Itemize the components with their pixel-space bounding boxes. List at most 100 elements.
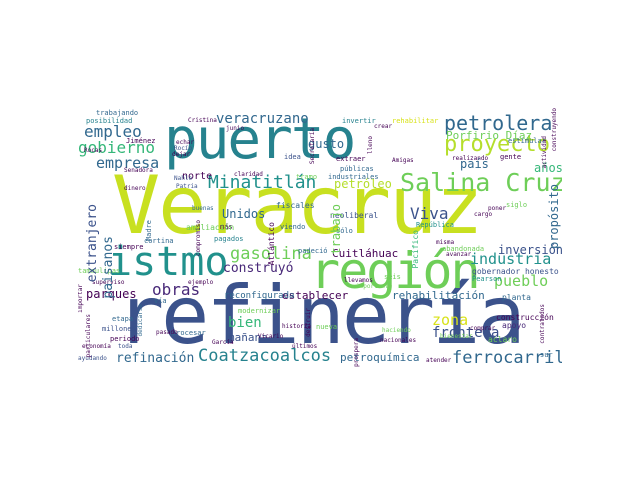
word-trabajando: trabajando xyxy=(96,109,139,117)
word-cargo: cargo xyxy=(474,211,493,218)
word-crear: crear xyxy=(374,123,393,130)
word-vicario: Vicario xyxy=(258,333,284,340)
word-istmo: istmo xyxy=(108,239,229,285)
word-compromiso: compromiso xyxy=(195,220,202,257)
word-frontera: frontera xyxy=(432,325,500,341)
word-importar: importar xyxy=(78,284,84,313)
word-inversion: inversión xyxy=(498,243,562,257)
word-pagados: pagados xyxy=(214,235,244,243)
word-neoliberal: neoliberal xyxy=(330,211,379,220)
word-madre: Madre xyxy=(145,220,153,242)
word-poner: poner xyxy=(488,205,507,212)
word-planta: planta xyxy=(502,293,531,302)
word-rehabilitacion: rehabilitación xyxy=(392,289,485,302)
word-gobernador-honesto: gobernador honesto xyxy=(472,267,559,276)
word-senadora: Senadora xyxy=(124,167,153,174)
word-importante: importante xyxy=(356,283,393,290)
word-salina-cruz: Salina Cruz xyxy=(400,168,562,197)
word-anos: años xyxy=(534,161,562,175)
word-veracruz: Veracruz xyxy=(112,159,483,252)
word-republica: República xyxy=(416,221,454,229)
word-bienestar: bienestar xyxy=(440,333,473,340)
word-coatzacoalcos: Coatzacoalcos xyxy=(198,346,332,366)
word-etapa: etapa xyxy=(112,315,134,323)
word-establecer: establecer xyxy=(282,289,349,302)
word-patria: Patria xyxy=(176,183,198,190)
word-ultimos: últimos xyxy=(292,343,318,350)
word-garcia: García xyxy=(212,339,234,346)
word-procesar: procesar xyxy=(172,329,206,337)
word-rocio: Rocío xyxy=(174,145,193,152)
word-jimenez: Jiménez xyxy=(126,137,156,145)
word-ferrocarril: ferrocarril xyxy=(452,348,562,368)
word-petrolera: petrolera xyxy=(444,111,553,135)
word-idea: idea xyxy=(284,153,301,161)
word-viendo: viendo xyxy=(280,223,306,231)
word-prospera: prospera xyxy=(353,338,360,367)
word-tamaulipas: tamaulipas xyxy=(78,267,121,275)
word-construyo: construyó xyxy=(223,261,294,276)
word-gobierno: gobierno xyxy=(78,138,156,157)
word-puerto: puerto xyxy=(164,108,356,172)
word-sur: sur xyxy=(540,351,553,359)
word-nueva: nueva xyxy=(316,323,338,331)
word-secretaria: Secretaría xyxy=(309,128,316,165)
word-rocas: Rocas xyxy=(84,147,103,154)
word-historia: historia xyxy=(282,323,311,330)
word-amigas: Amigas xyxy=(392,157,414,164)
word-cloud: Veracruz refinería puerto istmo región S… xyxy=(78,108,562,372)
word-extraer: extraer xyxy=(336,155,366,163)
word-buenas: buenas xyxy=(192,205,214,212)
word-region: región xyxy=(310,242,481,300)
word-siglo: siglo xyxy=(506,201,528,209)
word-reconfigurada: reconfigurada xyxy=(224,291,295,301)
word-llevamos: llevamos xyxy=(344,277,373,284)
word-aclaro: aclaro xyxy=(488,335,517,344)
word-industriales: industriales xyxy=(328,173,379,181)
word-empleo: empleo xyxy=(84,122,142,141)
word-millones: millones xyxy=(102,325,136,333)
word-bien: bien xyxy=(228,315,262,331)
word-parques: parques xyxy=(86,287,137,301)
word-trabajo: trabajo xyxy=(329,204,343,255)
word-pais: país xyxy=(460,157,489,171)
word-rehabilitar: rehabilitar xyxy=(392,117,439,125)
word-pueblo: pueblo xyxy=(494,272,549,290)
word-toda: toda xyxy=(118,343,133,350)
word-haciendo: haciendo xyxy=(382,327,411,334)
word-paisanos: paisanos xyxy=(101,236,116,299)
word-extranjero: extranjero xyxy=(85,204,100,283)
word-cortina: cortina xyxy=(144,237,174,245)
word-pasado: pasado xyxy=(156,329,178,336)
word-dedicarse: dedicarse xyxy=(137,304,144,337)
word-destruir: destruir xyxy=(305,308,312,337)
word-estimular: estimular xyxy=(508,137,546,145)
word-dejar: dejar xyxy=(172,151,191,158)
word-avanzar: avanzar xyxy=(446,251,472,258)
word-atlantico: Atlántico xyxy=(267,222,276,266)
word-publicas: públicas xyxy=(340,165,374,173)
word-particulares: particulares xyxy=(85,314,92,358)
word-apoyo: apoyo xyxy=(502,321,527,330)
word-viva: Viva xyxy=(410,204,449,223)
word-comprar: comprar xyxy=(470,325,496,332)
word-realizando: realizando xyxy=(452,155,489,162)
word-dinero: dinero xyxy=(124,185,146,192)
word-cuitlahuac: Cuitláhuac xyxy=(332,247,399,260)
word-solo: sólo xyxy=(336,227,353,235)
word-mas: más xyxy=(220,223,233,231)
word-lleno: lleno xyxy=(367,136,374,155)
word-porfirio-diaz: Porfirio Díaz xyxy=(446,129,533,142)
word-proyecto: proyecto xyxy=(444,132,550,157)
word-ampliacion: ampliación xyxy=(186,223,235,232)
word-nahle: Nahle xyxy=(174,175,193,182)
word-seis: seis xyxy=(384,273,401,281)
word-refineria: refinería xyxy=(116,269,525,362)
word-echar: echar xyxy=(176,139,195,146)
word-economia: economía xyxy=(82,343,111,350)
word-abandonada: abandonada xyxy=(442,245,485,253)
word-obras: obras xyxy=(152,280,201,299)
word-gusto: gusto xyxy=(308,137,345,151)
word-posibilidad: posibilidad xyxy=(86,117,133,125)
word-petroquimica: petroquímica xyxy=(340,351,420,364)
